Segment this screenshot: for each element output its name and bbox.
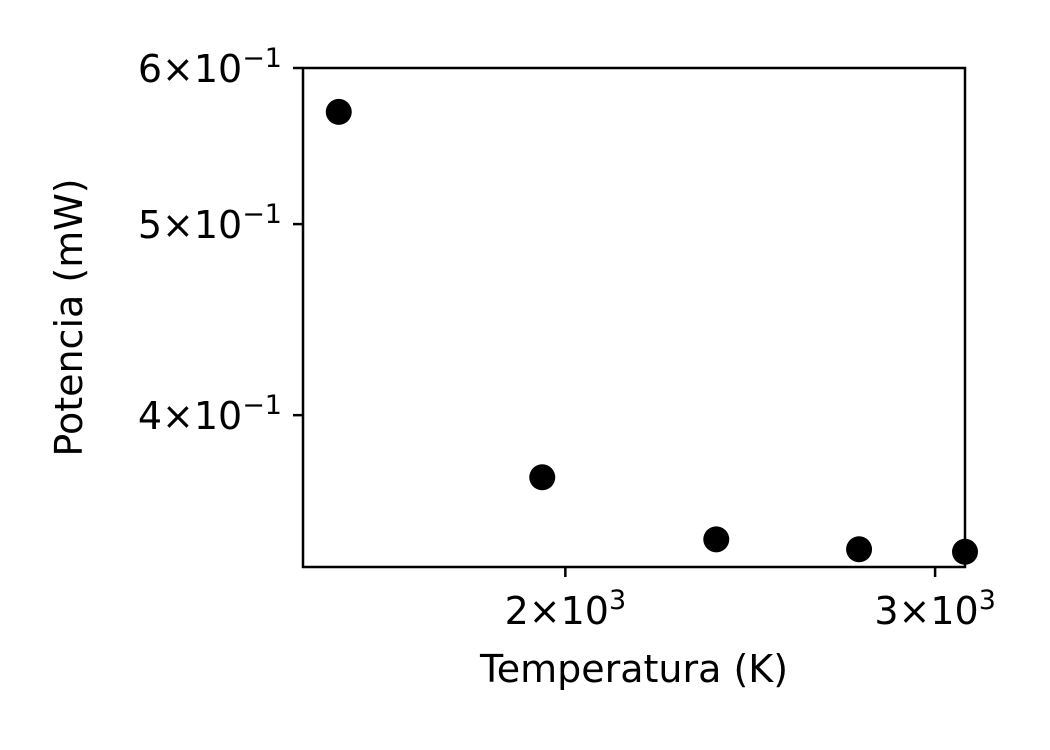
x-axis-title: Temperatura (K) [479, 647, 788, 691]
y-tick-label: 6×10−1 [138, 43, 282, 91]
y-axis-title: Potencia (mW) [47, 178, 91, 456]
data-point [325, 98, 352, 125]
plot-frame [301, 66, 967, 569]
data-point [529, 464, 556, 491]
data-point [846, 536, 873, 563]
points-layer [325, 98, 978, 565]
x-tick-label: 2×103 [505, 585, 627, 633]
data-point [703, 526, 730, 553]
y-tick-label: 5×10−1 [138, 199, 282, 247]
ticks-layer: 2×103 3×103 4×10−1 5×10−1 6×10−1 [138, 43, 996, 633]
x-tick-label: 3×103 [874, 585, 996, 633]
y-tick-label: 4×10−1 [138, 390, 282, 438]
